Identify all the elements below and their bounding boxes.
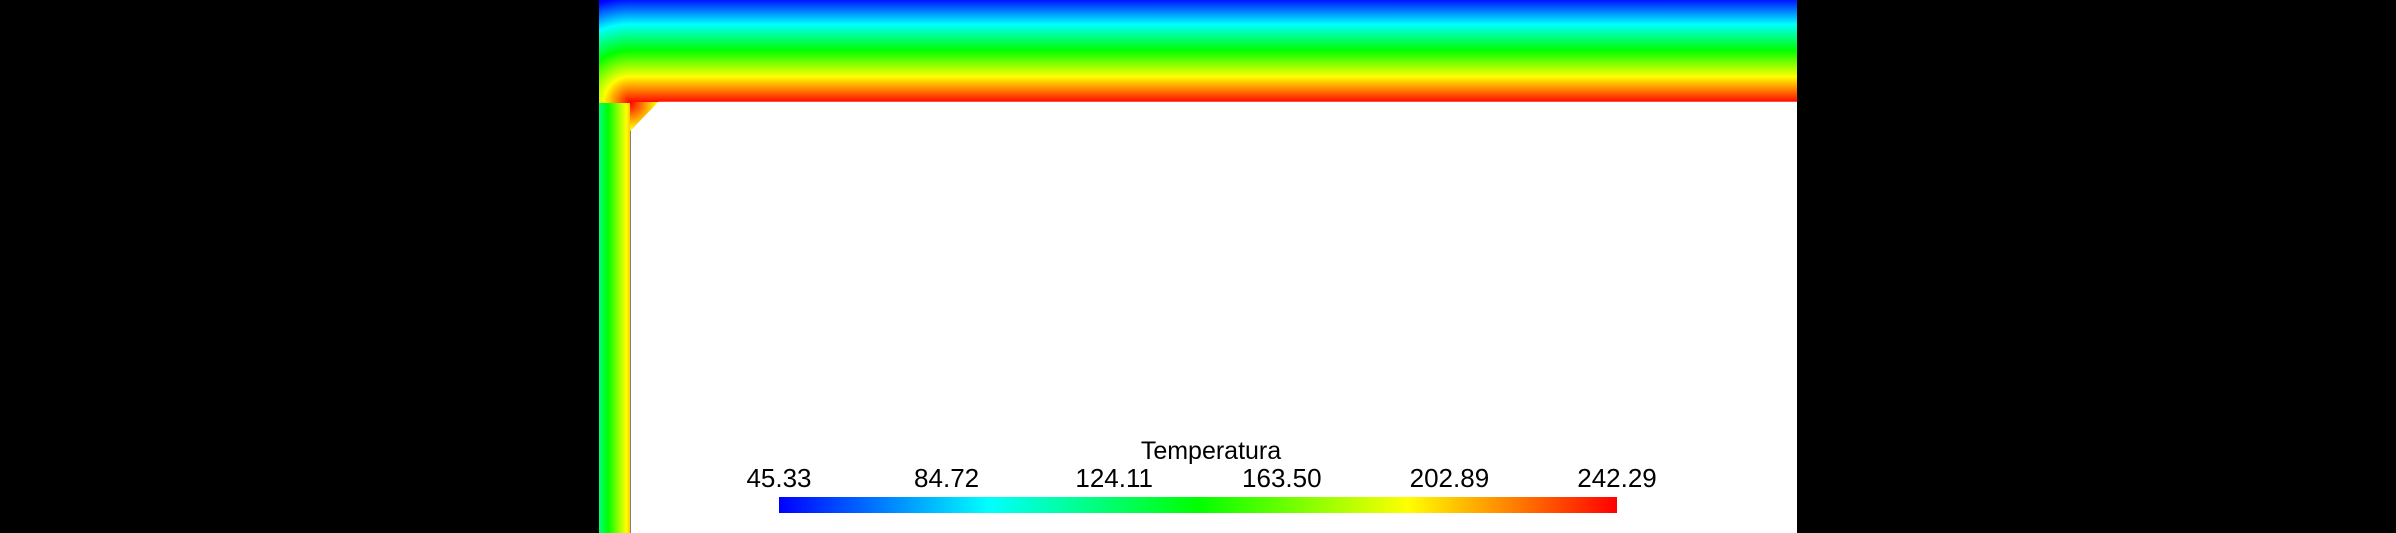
svg-text:Temperatura: Temperatura xyxy=(1141,437,1281,465)
svg-text:202.89: 202.89 xyxy=(1410,463,1490,493)
svg-text:45.33: 45.33 xyxy=(746,463,811,493)
svg-text:84.72: 84.72 xyxy=(914,463,979,493)
svg-text:124.11: 124.11 xyxy=(1075,463,1153,493)
svg-text:163.50: 163.50 xyxy=(1242,463,1322,493)
svg-text:242.29: 242.29 xyxy=(1577,463,1657,493)
